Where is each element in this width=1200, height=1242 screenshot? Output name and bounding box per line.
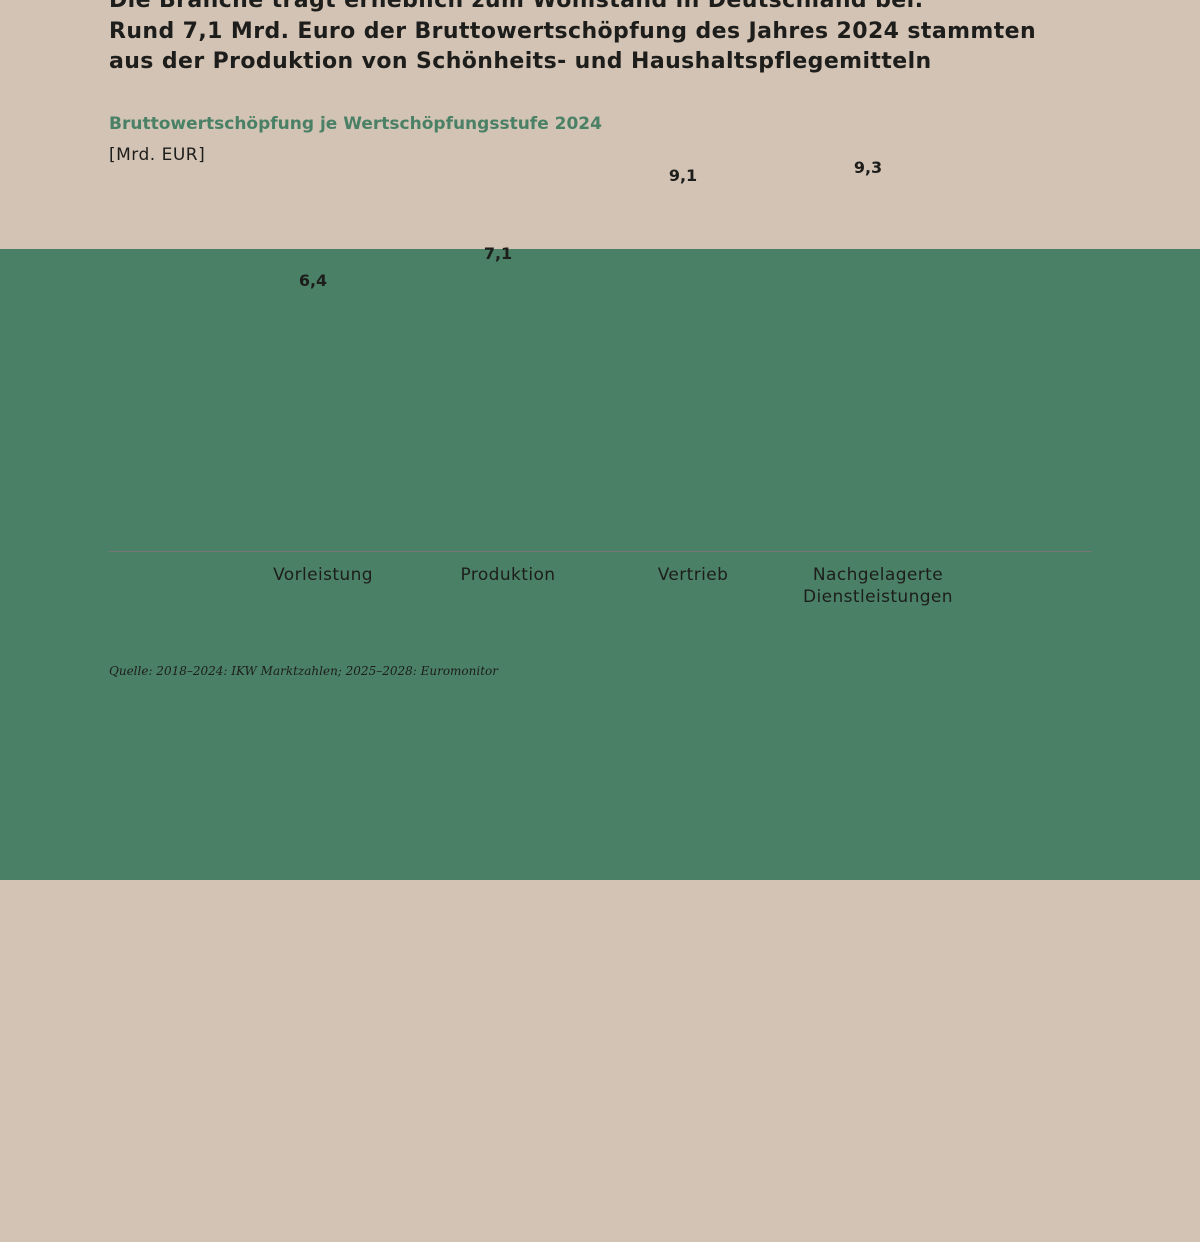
x-tick-label: Nachgelagerte Dienstleistungen	[803, 565, 953, 607]
chart-subtitle: Bruttowertschöpfung je Wertschöpfungsstu…	[109, 114, 602, 134]
value-label: 9,3	[853, 158, 883, 177]
title-line: aus der Produktion von Schönheits- und H…	[109, 49, 932, 74]
x-tick-label: Vorleistung	[273, 565, 373, 585]
unit-label: [Mrd. EUR]	[109, 145, 206, 165]
baseline	[109, 551, 1092, 552]
bar	[0, 525, 1200, 880]
title-line: Die Branche trägt erheblich zum Wohlstan…	[109, 0, 924, 13]
chart-title: Die Branche trägt erheblich zum Wohlstan…	[109, 0, 1036, 78]
value-label: 6,4	[298, 270, 328, 290]
x-tick-label: Produktion	[460, 565, 556, 585]
x-tick-label: Vertrieb	[657, 565, 729, 585]
bar	[0, 0, 1200, 250]
value-label: 7,1	[483, 243, 513, 263]
bar	[0, 879, 1200, 1242]
title-line: Rund 7,1 Mrd. Euro der Bruttowertschöpfu…	[109, 18, 1037, 44]
value-label: 9,1	[668, 165, 698, 185]
source-note: Quelle: 2018–2024: IKW Marktzahlen; 2025…	[109, 664, 499, 678]
bar	[0, 249, 1200, 526]
